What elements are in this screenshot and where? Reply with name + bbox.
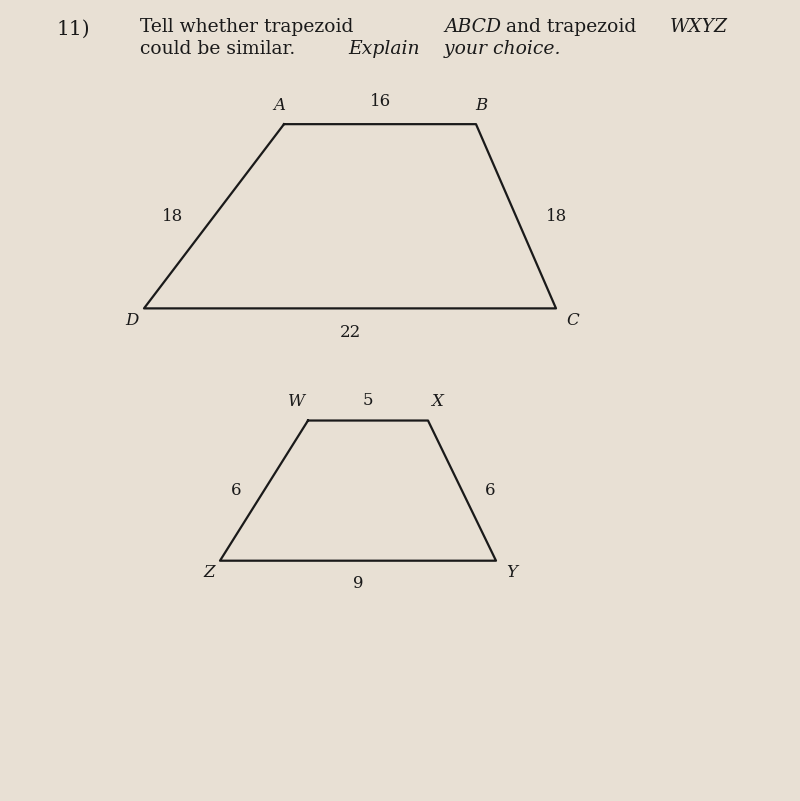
- Text: WXYZ: WXYZ: [670, 18, 728, 35]
- Text: W: W: [288, 393, 305, 410]
- Text: 11): 11): [56, 20, 90, 39]
- Text: 6: 6: [231, 482, 242, 499]
- Text: 6: 6: [485, 482, 495, 499]
- Text: could be similar.: could be similar.: [140, 40, 302, 58]
- Text: 16: 16: [370, 93, 390, 110]
- Text: 5: 5: [362, 392, 374, 409]
- Text: 9: 9: [353, 575, 363, 592]
- Text: B: B: [475, 97, 487, 114]
- Text: D: D: [126, 312, 139, 328]
- Text: Z: Z: [203, 564, 214, 581]
- Text: C: C: [566, 312, 579, 328]
- Text: Explain: Explain: [348, 40, 420, 58]
- Text: and trapezoid: and trapezoid: [500, 18, 642, 35]
- Text: 18: 18: [546, 207, 568, 225]
- Text: X: X: [431, 393, 443, 410]
- Text: 18: 18: [162, 207, 183, 225]
- Text: ABCD: ABCD: [444, 18, 501, 35]
- Text: Y: Y: [506, 564, 518, 581]
- Text: 22: 22: [339, 324, 361, 341]
- Text: A: A: [273, 97, 285, 114]
- Text: your choice.: your choice.: [432, 40, 561, 58]
- Text: Tell whether trapezoid: Tell whether trapezoid: [140, 18, 359, 35]
